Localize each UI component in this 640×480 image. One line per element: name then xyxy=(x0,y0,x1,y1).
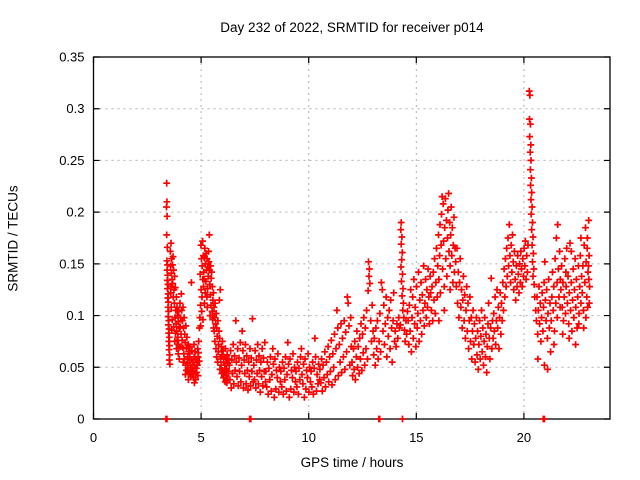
scatter-points xyxy=(162,87,593,423)
y-tick-label: 0.1 xyxy=(66,308,84,323)
plot-border xyxy=(92,56,611,420)
y-tick-label: 0.15 xyxy=(59,256,84,271)
chart-title: Day 232 of 2022, SRMTID for receiver p01… xyxy=(220,20,484,35)
y-tick-label: 0.2 xyxy=(66,205,84,220)
gridlines xyxy=(93,57,610,419)
y-tick-label: 0.25 xyxy=(59,153,84,168)
x-tick-label: 0 xyxy=(90,430,97,445)
y-tick-label: 0.3 xyxy=(66,101,84,116)
y-tick-label: 0.05 xyxy=(59,360,84,375)
y-tick-label: 0 xyxy=(77,412,84,427)
x-tick-label: 10 xyxy=(301,430,315,445)
x-tick-label: 5 xyxy=(197,430,204,445)
y-tick-label: 0.35 xyxy=(59,50,84,65)
x-axis-label: GPS time / hours xyxy=(300,455,404,470)
x-tick-label: 15 xyxy=(409,430,423,445)
x-tick-label: 20 xyxy=(517,430,531,445)
